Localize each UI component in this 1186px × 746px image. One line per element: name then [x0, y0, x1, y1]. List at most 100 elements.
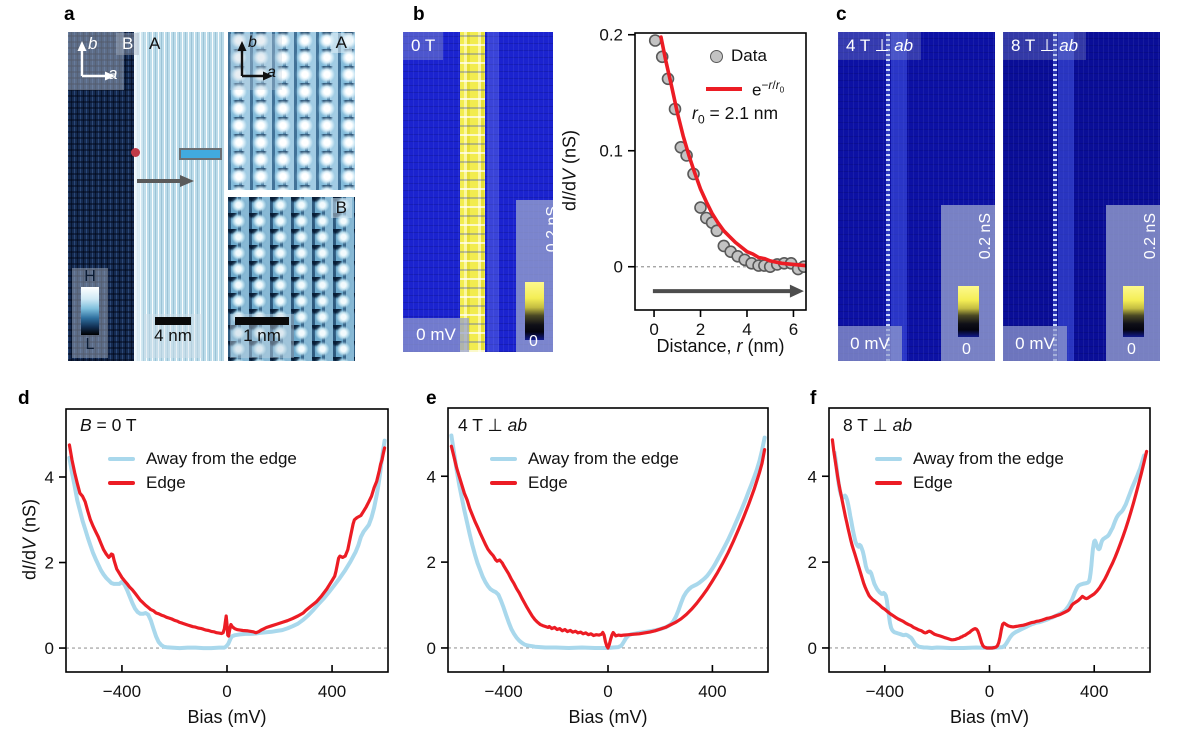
panel-label-d: d [18, 388, 30, 409]
scalebar-4nm: 4 nm [144, 314, 202, 358]
axis-b-label: b [88, 34, 98, 53]
y-tick-label: 2 [808, 553, 817, 572]
x-tick-label: 400 [318, 682, 346, 701]
x-tick-label: 2 [696, 320, 705, 339]
y-tick-label: 0 [614, 258, 623, 277]
colorbar-min-label-4T: 0 [962, 341, 971, 358]
atomic-inset-b: B 1 nm [228, 197, 355, 361]
field-annotation-4T: 4 T ⊥ ab [458, 415, 528, 435]
plot-frame [447, 407, 769, 673]
colorbar-gradient-4T [958, 286, 979, 337]
decay-y-axis-label: dI/dV (nS) [559, 129, 580, 212]
inset-axis-a-label: a [267, 64, 276, 81]
x-tick-label: 0 [985, 682, 994, 701]
spectra-panel-8T: −400 0 400 0 2 4 8 T ⊥ ab Bias (mV) Away from… [772, 385, 1172, 746]
edge-state-stripe-8T [1053, 32, 1057, 361]
legend-fit: e−r/r0 [706, 78, 784, 101]
colorbar-gradient-8T [1123, 286, 1144, 337]
scalebar-1nm-bar [235, 317, 289, 325]
data-point [648, 34, 662, 47]
series-edge [67, 443, 387, 638]
colorbar-high-label: H [84, 268, 96, 285]
axes-arrows-icon [77, 41, 115, 81]
spectra-x-axis-label-8T: Bias (mV) [949, 707, 1029, 727]
y-tick-label: 0 [45, 639, 54, 658]
inset-axes-arrows-icon [237, 41, 273, 81]
legend-data-label: Data [731, 46, 767, 65]
series-edge [449, 444, 767, 650]
legend-edge-label-8T: Edge [913, 473, 953, 492]
scalebar-1nm: 1 nm [230, 314, 294, 358]
edge-state-halo [487, 32, 499, 352]
legend-edge-8T: Edge [875, 473, 953, 493]
spectra-x-axis-label-0T: Bias (mV) [187, 707, 267, 727]
legend-edge-4T: Edge [490, 473, 568, 493]
region-a-label: A [149, 34, 161, 53]
distance-arrow-head [789, 284, 804, 298]
data-marker-icon [710, 49, 723, 63]
fit-line-icon [706, 87, 742, 92]
spectra-panel-4T: −400 0 400 0 2 4 4 T ⊥ ab Bias (mV) Away from… [390, 385, 780, 746]
edge-state-halo-4T [891, 32, 907, 361]
field-label-8T: 8 T ⊥ ab [1003, 32, 1087, 60]
inset-b-label: B [330, 198, 352, 218]
colorbar-max-label: 0.2 nS [543, 206, 554, 253]
legend-fit-label: e−r/r0 [752, 78, 785, 100]
didv-map-0T: 0 T 0 mV 0.2 nS 0 [403, 32, 553, 352]
spectra-chart-8T: −400 0 400 0 2 4 [808, 407, 1151, 701]
spectra-y-axis-label: dI/dV (nS) [19, 498, 40, 581]
series-fit [659, 35, 806, 268]
y-tick-label: 4 [45, 468, 54, 487]
legend-edge-label-4T: Edge [528, 473, 568, 492]
legend-away-8T: Away from the edge [875, 449, 1064, 469]
inset-a-label: A [330, 33, 352, 53]
panel-label-e: e [426, 388, 437, 409]
legend-edge-0T: Edge [108, 473, 186, 493]
legend-away-label-4T: Away from the edge [528, 449, 679, 468]
panel-label-f: f [810, 388, 817, 409]
legend-data: Data [710, 46, 767, 66]
crystal-axes-overlay: b a [68, 32, 124, 90]
decay-plot-chart: 0 2 4 6 0 0.1 0.2 [599, 26, 807, 339]
spectroscopy-point-marker [131, 148, 140, 157]
decay-plot-panel: 0 2 4 6 0 0.1 0.2 dI/dV (nS) Distance, r (nm) … [560, 0, 820, 375]
region-b-label: B [116, 33, 140, 55]
field-annotation-8T: 8 T ⊥ ab [843, 415, 913, 435]
edge-state-stripe-4T [886, 32, 890, 361]
legend-away-4T: Away from the edge [490, 449, 679, 469]
decay-length-annotation: r0 = 2.1 nm [692, 103, 779, 127]
bias-label: 0 mV [403, 318, 469, 352]
bias-label-8T: 0 mV [1003, 326, 1067, 361]
scalebar-4nm-bar [155, 317, 191, 325]
stm-topography-image: b a B A H L 4 nm [68, 32, 225, 361]
edge-state-stripe [460, 32, 485, 352]
height-colorbar-gradient [81, 287, 99, 335]
away-line-icon [875, 457, 902, 461]
series-edge [830, 438, 1149, 650]
series-away [832, 450, 1146, 650]
x-tick-label: 0 [649, 320, 658, 339]
x-tick-label: −400 [866, 682, 904, 701]
x-tick-label: −400 [103, 682, 141, 701]
field-label-4T: 4 T ⊥ ab [838, 32, 922, 60]
panel-label-c: c [836, 4, 847, 25]
colorbar-min-label-8T: 0 [1127, 341, 1136, 358]
conductance-colorbar-4T: 0.2 nS 0 [941, 205, 995, 361]
x-tick-label: 400 [1080, 682, 1108, 701]
decay-x-axis-label: Distance, r (nm) [656, 336, 785, 356]
edge-line-icon [490, 481, 517, 485]
legend-away-label-0T: Away from the edge [146, 449, 297, 468]
line-profile-arrow [137, 175, 194, 187]
x-tick-label: 0 [603, 682, 612, 701]
y-tick-label: 4 [808, 467, 817, 486]
edge-line-icon [875, 481, 902, 485]
away-line-icon [108, 457, 135, 461]
didv-map-4T: 4 T ⊥ ab 0 mV 0.2 nS 0 [838, 32, 995, 361]
conductance-colorbar-8T: 0.2 nS 0 [1106, 205, 1160, 361]
spectra-chart-0T: −400 0 400 0 2 4 [45, 408, 389, 701]
conductance-colorbar: 0.2 nS 0 [516, 200, 553, 352]
y-tick-label: 0.1 [599, 142, 623, 161]
colorbar-low-label: L [85, 336, 95, 353]
colorbar-max-label-4T: 0.2 nS [977, 213, 994, 260]
y-tick-label: 0 [808, 639, 817, 658]
